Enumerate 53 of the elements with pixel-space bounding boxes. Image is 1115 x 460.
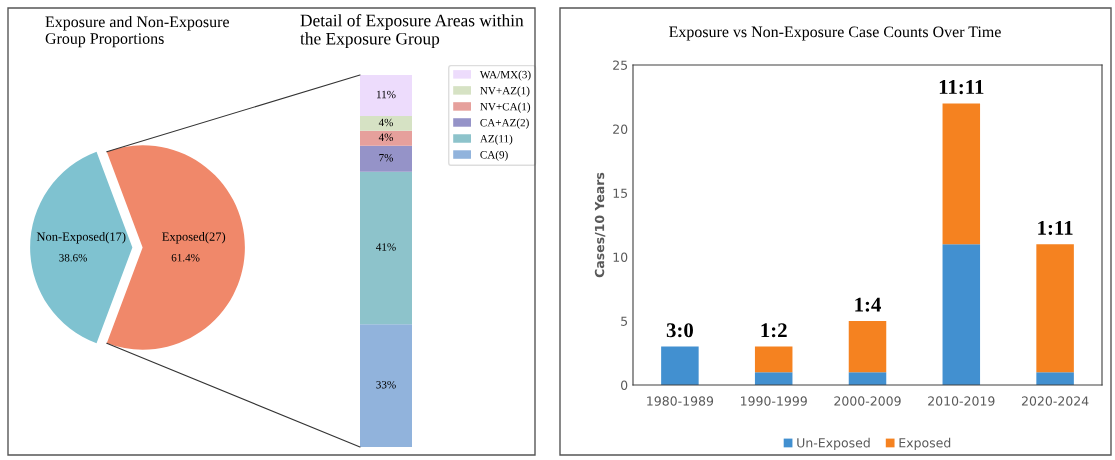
bar xyxy=(360,75,412,116)
data-label: 38.6% xyxy=(59,253,88,262)
y-tick-label: 5 xyxy=(621,316,628,326)
data-label: 41% xyxy=(376,243,396,251)
legend-label: Exposed xyxy=(899,437,951,450)
bar xyxy=(360,130,412,146)
slice-label: Exposed(27) xyxy=(162,232,226,244)
y-axis-title: Cases/10 Years xyxy=(594,172,606,278)
slice-label: Non-Exposed(17) xyxy=(36,232,126,244)
y-tick-label: 0 xyxy=(621,380,628,390)
legend-label: CA(9) xyxy=(480,150,508,161)
x-tick-label: 2020-2024 xyxy=(1021,396,1089,406)
y-tick-label: 20 xyxy=(613,124,628,134)
bar xyxy=(360,171,412,325)
bar xyxy=(360,115,412,131)
x-tick-label: 2010-2019 xyxy=(928,396,995,406)
data-label: 7% xyxy=(379,153,394,162)
legend-label: NV+CA(1) xyxy=(480,102,531,113)
bar xyxy=(754,346,793,373)
annotation: 1:11 xyxy=(1038,220,1073,235)
x-tick-label: 2000-2009 xyxy=(834,396,901,406)
data-label: 4% xyxy=(378,133,394,142)
bar xyxy=(942,103,981,245)
bar xyxy=(848,372,887,385)
bar xyxy=(848,321,887,373)
data-label: 61.4% xyxy=(171,253,200,262)
legend-label: AZ(11) xyxy=(479,134,513,145)
x-tick-label: 1980-1989 xyxy=(647,396,714,406)
bar xyxy=(360,324,412,447)
bar xyxy=(1036,244,1074,373)
data-label: 33% xyxy=(376,380,396,389)
legend-label: WA/MX(3) xyxy=(479,70,531,81)
bar xyxy=(661,346,699,385)
chart-title: Detail of Exposure Areas within the Exposure Group xyxy=(300,14,524,49)
annotation: 1:2 xyxy=(761,323,787,338)
legend-label: NV+AZ(1) xyxy=(480,86,530,97)
bar xyxy=(1036,372,1074,385)
y-tick-label: 25 xyxy=(613,60,628,70)
annotation: 3:0 xyxy=(666,323,693,338)
annotation: 1:4 xyxy=(855,297,881,312)
chart-title: Exposure and Non-Exposure Group Proportions xyxy=(45,16,229,48)
chart-title: Exposure vs Non-Exposure Case Counts Over Time xyxy=(669,26,1001,41)
x-tick-label: 1990-1999 xyxy=(741,396,807,406)
y-tick-label: 10 xyxy=(613,252,628,262)
legend-label: Un-Exposed xyxy=(797,437,870,450)
legend-label: CA+AZ(2) xyxy=(480,118,529,129)
bar xyxy=(360,145,412,172)
bar xyxy=(942,244,981,385)
annotation: 11:11 xyxy=(939,80,984,95)
y-tick-label: 15 xyxy=(613,188,628,198)
data-label: 11% xyxy=(377,90,396,99)
data-label: 4% xyxy=(378,118,394,127)
bar xyxy=(754,372,793,385)
